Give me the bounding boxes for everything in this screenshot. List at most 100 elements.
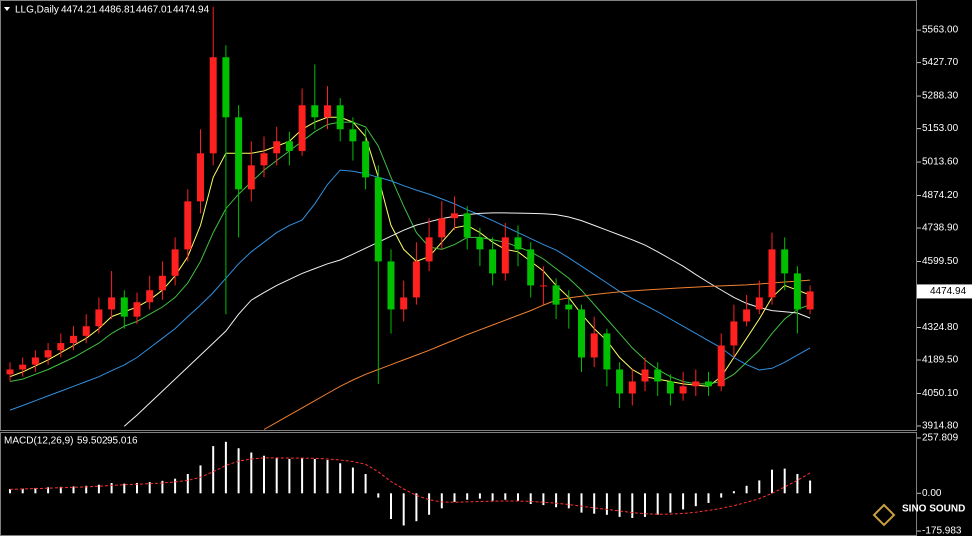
y-tick-label: 5288.30 [922, 91, 959, 102]
candle-body [438, 218, 446, 238]
macd-bar [555, 493, 558, 508]
macd-bar [301, 457, 304, 494]
candle-body [6, 369, 14, 375]
candle-body [666, 381, 674, 394]
candle-body [273, 141, 281, 154]
candle-body [19, 364, 27, 370]
candle-body [489, 249, 497, 274]
macd-bar [567, 493, 570, 509]
macd-bar [123, 483, 126, 494]
candle-body [260, 153, 268, 166]
y-tick-label: 5563.00 [922, 25, 959, 36]
macd-bar [72, 486, 75, 494]
candle-body [616, 369, 624, 394]
close-readout: 4474.94 [173, 5, 210, 16]
macd-bar [9, 489, 11, 494]
y-tick-label: 4738.90 [922, 223, 959, 234]
candle-body [565, 304, 573, 310]
logo-mark [872, 503, 896, 527]
moving-average [9, 169, 811, 411]
candle-body [400, 297, 408, 310]
macd-bar [212, 446, 215, 494]
open-readout: 4474.21 [61, 5, 98, 16]
current-price-label: 4474.94 [930, 286, 967, 297]
candle-body [349, 129, 357, 142]
candle-body [120, 297, 128, 317]
candle-body [336, 105, 344, 130]
macd-bar [758, 480, 761, 494]
chart-title: LLG,Daily [15, 5, 59, 16]
macd-bar [605, 493, 608, 515]
candle-body [451, 213, 458, 219]
macd-bar [593, 493, 596, 514]
y-tick-label: 4189.50 [922, 355, 959, 366]
macd-bar [186, 473, 189, 494]
y-tick-label: 3914.80 [922, 421, 959, 432]
macd-bar [34, 487, 37, 494]
macd-title: MACD(12,26,9) [4, 436, 73, 447]
candle-body [793, 273, 801, 310]
macd-bar [542, 493, 545, 506]
macd-bar [631, 493, 634, 518]
candle-body [285, 141, 293, 151]
macd-readout: 59.502 [77, 436, 108, 447]
macd-bar [47, 487, 50, 494]
macd-bar [669, 493, 672, 513]
macd-bar [720, 493, 723, 498]
candle-body [514, 237, 522, 250]
macd-bar [682, 493, 685, 510]
candle-body [768, 249, 776, 298]
macd-bar [529, 493, 532, 505]
macd-bar [415, 493, 418, 522]
macd-bar [491, 493, 494, 501]
candle-body [806, 291, 814, 310]
candle-body [692, 381, 700, 387]
macd-bar [275, 457, 278, 494]
candle-body [324, 105, 331, 118]
macd-bar [402, 493, 405, 526]
macd-bar [707, 493, 710, 503]
menu-triangle [4, 7, 10, 11]
macd-bar [110, 483, 113, 494]
macd-bar [453, 493, 456, 502]
candle-body [603, 333, 611, 370]
candle-body [171, 249, 179, 276]
macd-bar [263, 455, 265, 494]
candle-body [527, 249, 535, 286]
macd-bar [580, 493, 583, 513]
candle-body [755, 297, 763, 310]
candle-body [705, 381, 712, 387]
candle-body [362, 141, 370, 178]
y-tick-label: -175.983 [922, 526, 962, 536]
y-tick-label: 4050.10 [922, 388, 959, 399]
macd-bar [809, 480, 812, 494]
signal-line [9, 457, 811, 515]
y-tick-label: 4599.50 [922, 256, 959, 267]
candle-body [743, 309, 751, 322]
high-readout: 4486.81 [99, 5, 136, 16]
candle-body [552, 285, 560, 305]
candle-body [628, 381, 636, 394]
macd-bar [440, 493, 443, 509]
macd-bar [745, 485, 748, 494]
y-tick-label: 0.00 [922, 488, 942, 499]
macd-bar [161, 480, 164, 494]
macd-bar [428, 493, 431, 515]
macd-bar [313, 458, 316, 494]
watermark: SINO SOUND [902, 504, 965, 515]
macd-bar [237, 448, 240, 494]
candle-body [158, 275, 166, 291]
moving-average [263, 279, 811, 430]
moving-average [9, 121, 811, 385]
macd-bar [224, 441, 227, 494]
macd-bar [644, 493, 646, 517]
y-tick-label: 5013.60 [922, 157, 959, 168]
y-tick-label: 4874.20 [922, 190, 959, 201]
moving-average [9, 116, 811, 387]
candle-body [235, 117, 243, 190]
macd-bar [199, 465, 202, 494]
macd-bar [478, 493, 481, 499]
macd-bar [85, 485, 88, 494]
candle-body [463, 213, 471, 238]
